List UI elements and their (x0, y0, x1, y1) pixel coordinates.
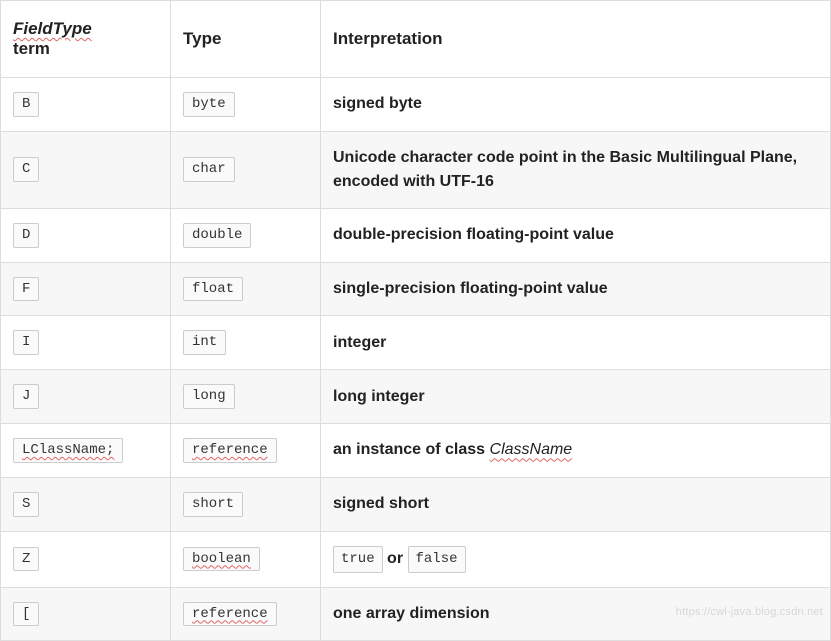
type-chip: char (183, 157, 235, 182)
cell-type: byte (171, 78, 321, 132)
code-true: true (333, 546, 383, 573)
table-row: Zboolean true or false (1, 531, 831, 587)
term-chip: S (13, 492, 39, 517)
cell-term: F (1, 262, 171, 316)
cell-type: double (171, 208, 321, 262)
table-row: LClassName; reference an instance of class… (1, 423, 831, 477)
type-chip: byte (183, 92, 235, 117)
classname-italic: ClassName (490, 441, 573, 458)
header-fieldtype-label: FieldType (13, 19, 92, 38)
interpretation-text: integer (333, 334, 386, 351)
interpretation-text: single-precision floating-point value (333, 280, 608, 297)
cell-interpretation: long integer (321, 370, 831, 424)
term-chip: [ (13, 602, 39, 627)
cell-term: S (1, 477, 171, 531)
table-body: Bbyte signed byte Cchar Unicode character c… (1, 78, 831, 641)
cell-term: [ (1, 587, 171, 641)
interpretation-text: signed short (333, 495, 429, 512)
type-chip: boolean (183, 547, 260, 572)
interpretation-text: one array dimension (333, 605, 490, 622)
cell-interpretation: signed byte (321, 78, 831, 132)
cell-term: Z (1, 531, 171, 587)
cell-interpretation: integer (321, 316, 831, 370)
type-chip: short (183, 492, 243, 517)
term-chip: C (13, 157, 39, 182)
type-chip: reference (183, 602, 277, 627)
cell-type: short (171, 477, 321, 531)
cell-term: C (1, 131, 171, 208)
cell-term: I (1, 316, 171, 370)
interpretation-text: true or false (333, 550, 466, 567)
cell-interpretation: an instance of class ClassName (321, 423, 831, 477)
type-chip: int (183, 330, 226, 355)
table-row: Iint integer (1, 316, 831, 370)
header-term-label: term (13, 39, 50, 58)
term-chip: J (13, 384, 39, 409)
cell-type: float (171, 262, 321, 316)
type-chip: double (183, 223, 251, 248)
cell-interpretation: Unicode character code point in the Basi… (321, 131, 831, 208)
term-chip: Z (13, 547, 39, 572)
type-chip: float (183, 277, 243, 302)
interpretation-text: long integer (333, 388, 425, 405)
cell-term: J (1, 370, 171, 424)
cell-type: char (171, 131, 321, 208)
cell-interpretation: true or false (321, 531, 831, 587)
table-row: Cchar Unicode character code point in the… (1, 131, 831, 208)
term-chip: D (13, 223, 39, 248)
term-chip: B (13, 92, 39, 117)
header-type: Type (171, 1, 321, 78)
cell-type: boolean (171, 531, 321, 587)
cell-term: D (1, 208, 171, 262)
cell-interpretation: one array dimension (321, 587, 831, 641)
cell-type: reference (171, 423, 321, 477)
fieldtype-table: FieldType term Type Interpretation Bbyte… (0, 0, 831, 641)
cell-type: reference (171, 587, 321, 641)
interpretation-text: double-precision floating-point value (333, 226, 614, 243)
code-false: false (408, 546, 466, 573)
term-chip: I (13, 330, 39, 355)
type-chip: long (183, 384, 235, 409)
or-text: or (383, 550, 408, 567)
table-row: Sshort signed short (1, 477, 831, 531)
table-row: Ffloat single-precision floating-point va… (1, 262, 831, 316)
header-fieldtype-term: FieldType term (1, 1, 171, 78)
header-interpretation: Interpretation (321, 1, 831, 78)
table-row: Ddouble double-precision floating-point v… (1, 208, 831, 262)
term-chip: LClassName; (13, 438, 123, 463)
cell-interpretation: double-precision floating-point value (321, 208, 831, 262)
table-row: Bbyte signed byte (1, 78, 831, 132)
cell-interpretation: single-precision floating-point value (321, 262, 831, 316)
cell-term: B (1, 78, 171, 132)
cell-interpretation: signed short (321, 477, 831, 531)
cell-type: int (171, 316, 321, 370)
table-row: [ reference one array dimension (1, 587, 831, 641)
term-chip: F (13, 277, 39, 302)
cell-term: LClassName; (1, 423, 171, 477)
interpretation-text: Unicode character code point in the Basi… (333, 149, 797, 190)
cell-type: long (171, 370, 321, 424)
interpretation-text: signed byte (333, 95, 422, 112)
table-row: Jlong long integer (1, 370, 831, 424)
type-chip: reference (183, 438, 277, 463)
table-header-row: FieldType term Type Interpretation (1, 1, 831, 78)
interpretation-text: an instance of class ClassName (333, 441, 572, 458)
